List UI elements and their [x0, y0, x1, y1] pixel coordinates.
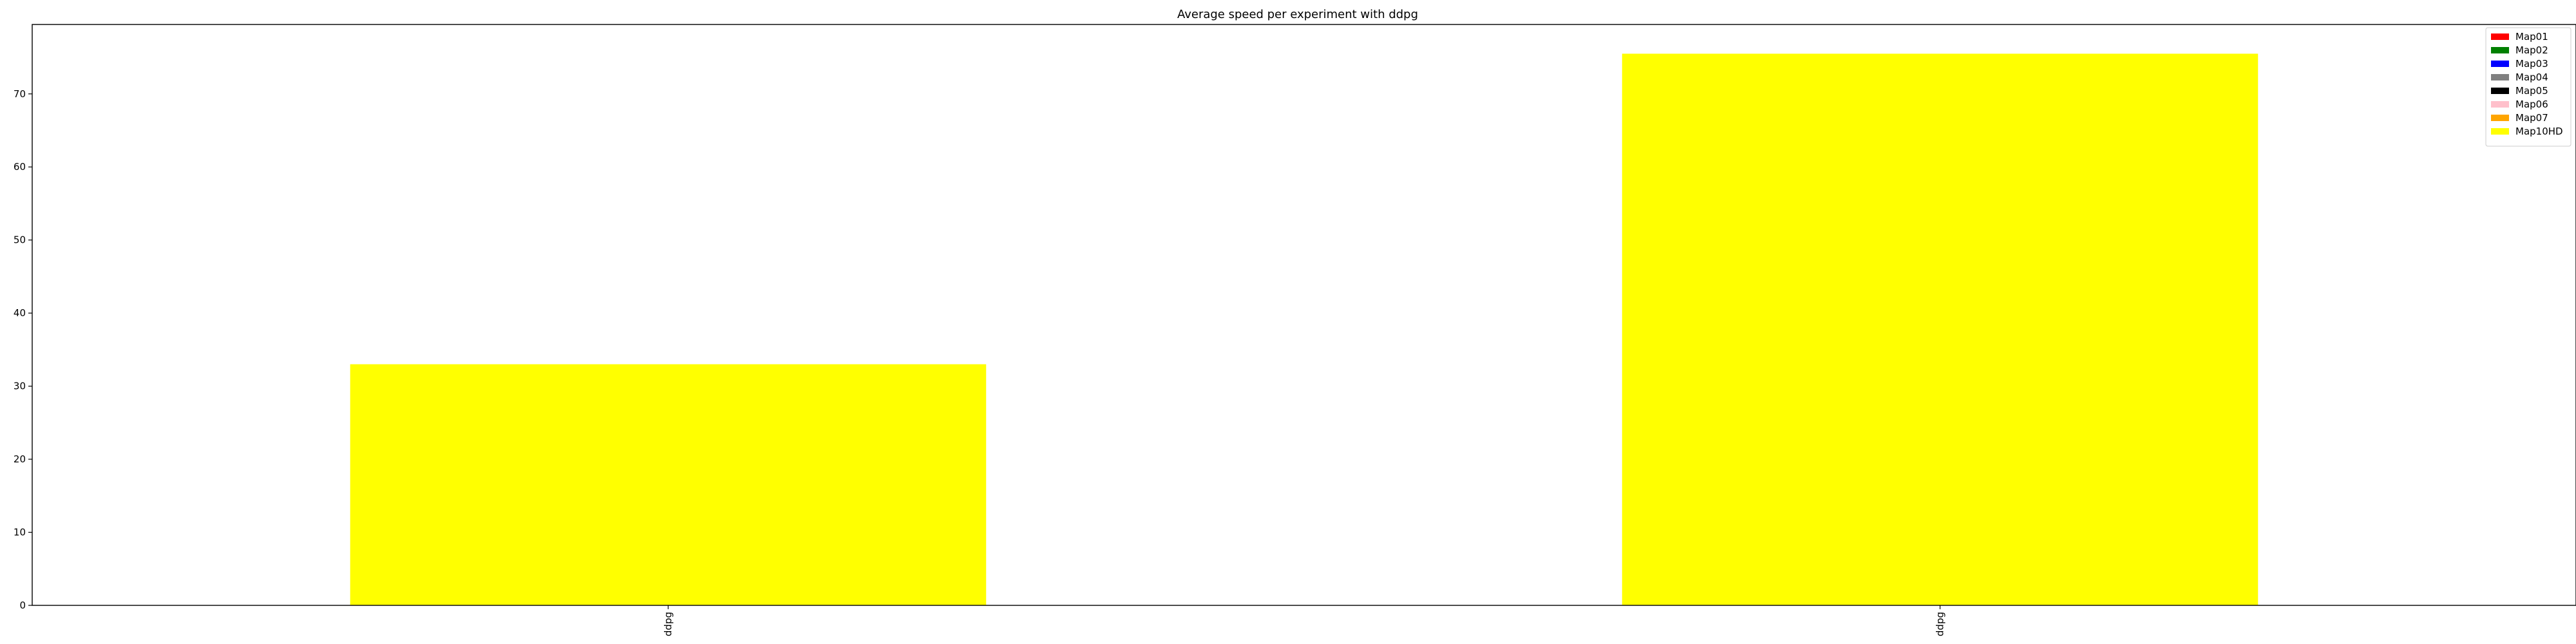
legend-swatch-map06: [2491, 101, 2509, 108]
legend-label-map04: Map04: [2515, 71, 2548, 83]
legend-swatch-map02: [2491, 47, 2509, 53]
legend-label-map01: Map01: [2515, 31, 2548, 43]
legend-swatch-map03: [2491, 61, 2509, 67]
legend-swatch-map01: [2491, 33, 2509, 40]
y-tick-label-2: 20: [14, 453, 26, 465]
legend-label-map03: Map03: [2515, 58, 2548, 70]
bar-1: [1622, 53, 2259, 605]
legend-swatch-map10hd: [2491, 128, 2509, 135]
bars-layer: [350, 53, 2259, 605]
y-tick-label-5: 50: [14, 234, 26, 246]
y-tick-label-6: 60: [14, 161, 26, 173]
chart-title: Average speed per experiment with ddpg: [1177, 8, 1418, 21]
x-axis: ddpg ddpg: [663, 605, 1946, 636]
legend-label-map10hd: Map10HD: [2515, 126, 2563, 137]
x-tick-label-0: ddpg: [663, 612, 674, 636]
y-tick-label-1: 10: [14, 527, 26, 538]
y-tick-label-7: 70: [14, 88, 26, 100]
y-tick-label-0: 0: [19, 600, 26, 611]
legend-label-map02: Map02: [2515, 44, 2548, 56]
y-axis: 0 10 20 30 40 50 60 70: [14, 88, 32, 611]
legend-swatch-map04: [2491, 74, 2509, 80]
legend-label-map06: Map06: [2515, 99, 2548, 110]
legend-label-map07: Map07: [2515, 112, 2548, 124]
legend-label-map05: Map05: [2515, 85, 2548, 97]
legend-swatch-map07: [2491, 115, 2509, 121]
bar-0: [350, 364, 987, 605]
plot-frame: [32, 24, 2576, 606]
legend-swatch-map05: [2491, 88, 2509, 94]
y-tick-label-4: 40: [14, 307, 26, 319]
x-tick-label-1: ddpg: [1935, 612, 1946, 636]
y-tick-label-3: 30: [14, 381, 26, 392]
